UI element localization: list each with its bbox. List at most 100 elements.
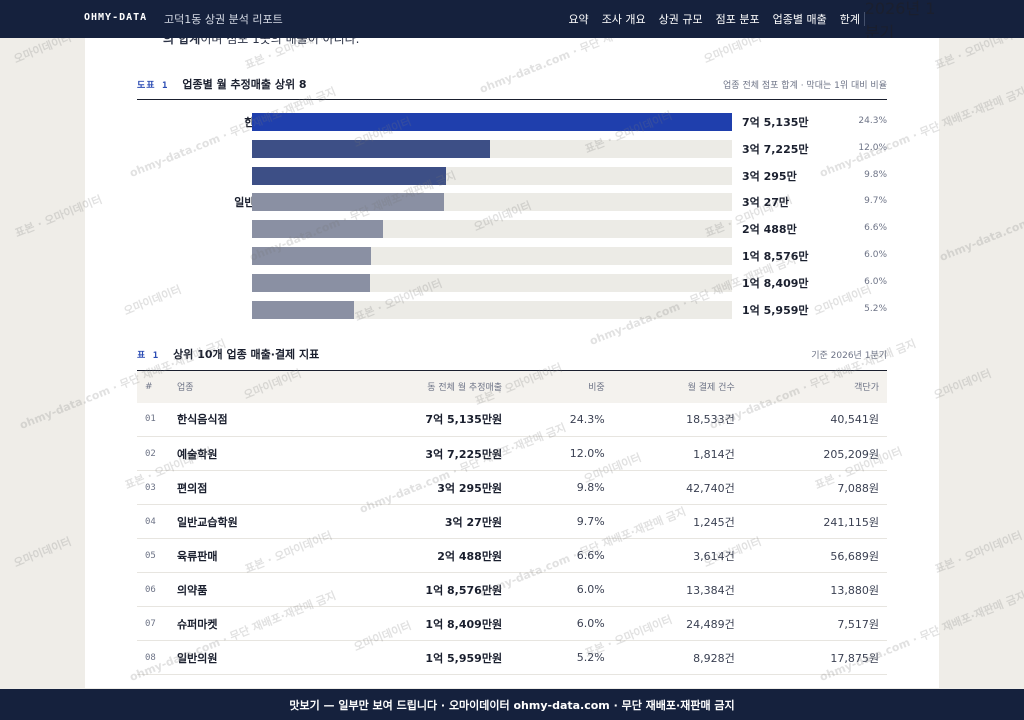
bar [252, 273, 370, 292]
nav-market-size[interactable]: 상권 규모 [658, 13, 703, 26]
watermark-text: ohmy-data.com · 무단 재배포·재판매 금지 [938, 169, 1024, 264]
rank-cell: 05 [145, 550, 156, 561]
share-cell: 24.3% [569, 412, 605, 426]
nav-survey-overview[interactable]: 조사 개요 [601, 13, 646, 26]
col-share: 비중 [510, 370, 613, 403]
col-payments: 월 결제 건수 [612, 370, 743, 403]
bar-share-label: 9.7% [864, 196, 887, 207]
table-header-row: # 업종 동 전체 월 추정매출 비중 월 결제 건수 객단가 [137, 370, 887, 403]
col-monthly-sales: 동 전체 월 추정매출 [323, 370, 511, 403]
bar-value-label: 2억 488만 [742, 223, 797, 237]
bar-share-label: 6.6% [864, 223, 887, 234]
payments-cell: 24,489건 [686, 617, 735, 631]
bar-track [252, 273, 732, 292]
col-rank: # [137, 370, 169, 403]
sales-cell: 3억 27만원 [444, 515, 503, 529]
brand-logo[interactable]: OHMY-DATA [84, 12, 148, 23]
col-avg-ticket: 객단가 [742, 370, 887, 403]
bar [252, 139, 490, 158]
col-industry: 업종 [169, 370, 324, 403]
nav-summary[interactable]: 요약 [568, 13, 589, 26]
table-row: 06 의약품 1억 8,576만원 6.0% 13,384건 13,880원 [137, 573, 887, 607]
avg-ticket-cell: 17,875원 [830, 651, 879, 665]
bar-share-label: 6.0% [864, 250, 887, 260]
industry-cell: 예술학원 [177, 447, 218, 461]
sales-cell: 1억 8,409만원 [425, 617, 503, 631]
table1-title: 상위 10개 업종 매출·결제 지표 [173, 348, 320, 361]
bar-track [252, 139, 732, 158]
table-row: 01 한식음식점 7억 5,135만원 24.3% 18,533건 40,541원 [137, 403, 887, 437]
bar-value-label: 1억 8,409만 [742, 276, 809, 290]
watermark-text: 표본 · 오마이데이터 [933, 529, 1024, 576]
payments-cell: 3,614건 [693, 549, 735, 563]
share-cell: 12.0% [569, 447, 605, 460]
share-cell: 9.8% [576, 481, 605, 494]
sales-cell: 1억 5,959만원 [425, 651, 503, 665]
bar-track [252, 247, 732, 265]
period-clip: 2026년 1분기 [860, 0, 940, 38]
intro-rest: 이며 점포 1곳의 매출이 아니다. [200, 38, 360, 46]
nav-store-distribution[interactable]: 점포 분포 [715, 13, 760, 26]
table-row: 08 일반의원 1억 5,959만원 5.2% 8,928건 17,875원 [137, 641, 887, 675]
nav-divider [864, 12, 865, 26]
report-title: 고덕1동 상권 분석 리포트 [164, 13, 283, 26]
avg-ticket-cell: 7,088원 [837, 481, 879, 495]
share-cell: 9.7% [576, 515, 605, 528]
nav-sales-by-industry[interactable]: 업종별 매출 [772, 13, 827, 26]
table-row: 05 육류판매 2억 488만원 6.6% 3,614건 56,689원 [137, 539, 887, 573]
figure1-note: 업종 전체 점포 합계 · 막대는 1위 대비 비율 [723, 81, 887, 91]
payments-cell: 1,814건 [693, 447, 735, 461]
industry-cell: 일반의원 [177, 651, 218, 665]
rank-cell: 03 [145, 482, 156, 493]
rank-cell: 01 [145, 414, 156, 425]
bar-share-label: 5.2% [864, 303, 887, 314]
bar-value-label: 1억 5,959만 [742, 303, 809, 317]
industry-cell: 일반교습학원 [177, 515, 238, 529]
rank-cell: 06 [145, 584, 156, 595]
industry-cell: 슈퍼마켓 [177, 617, 218, 631]
payments-cell: 8,928건 [693, 651, 735, 665]
rank-cell: 04 [145, 516, 156, 527]
top-navbar: OHMY-DATA 고덕1동 상권 분석 리포트 요약 조사 개요 상권 규모 … [0, 0, 1024, 38]
sales-cell: 2억 488만원 [437, 549, 503, 563]
main-nav: 요약 조사 개요 상권 규모 점포 분포 업종별 매출 한계 [555, 0, 860, 38]
table1-header: 표 1 상위 10개 업종 매출·결제 지표 기준 2026년 1분기 [137, 346, 887, 362]
bar-track [252, 166, 732, 185]
industry-cell: 의약품 [177, 583, 208, 597]
rank-cell: 08 [145, 652, 156, 663]
avg-ticket-cell: 241,115원 [823, 515, 879, 529]
bar-value-label: 3억 7,225만 [742, 142, 809, 156]
period-label: 2026년 1분기 [864, 0, 936, 38]
bar-value-label: 3억 295만 [742, 169, 797, 183]
sample-footer-banner: 맛보기 — 일부만 보여 드립니다 · 오마이데이터 ohmy-data.com… [0, 689, 1024, 720]
bar-share-label: 6.0% [864, 276, 887, 287]
intro-paragraph-tail: 의 합계이며 점포 1곳의 매출이 아니다. [163, 38, 360, 47]
bar-value-label: 1억 8,576만 [742, 250, 809, 263]
industry-cell: 육류판매 [177, 549, 218, 563]
bar-share-label: 24.3% [858, 116, 887, 126]
table-row: 07 슈퍼마켓 1억 8,409만원 6.0% 24,489건 7,517원 [137, 607, 887, 641]
share-cell: 6.0% [576, 617, 605, 630]
avg-ticket-cell: 7,517원 [837, 617, 879, 631]
bar [252, 300, 354, 319]
bar-value-label: 3억 27만 [742, 196, 790, 210]
bar [252, 113, 732, 131]
table-row: 02 예술학원 3억 7,225만원 12.0% 1,814건 205,209원 [137, 437, 887, 471]
report-card: 의 합계이며 점포 1곳의 매출이 아니다. 도표 1 업종별 월 추정매출 상… [85, 38, 939, 688]
bar-share-label: 9.8% [864, 169, 887, 180]
bar-track [252, 113, 732, 131]
sales-cell: 1억 8,576만원 [425, 583, 503, 597]
watermark-text: 오마이데이터 [12, 535, 74, 570]
nav-limitations[interactable]: 한계 [839, 13, 860, 26]
table1-code: 표 1 [137, 351, 160, 361]
bar [252, 193, 444, 212]
rank-cell: 02 [145, 448, 156, 459]
sales-cell: 7억 5,135만원 [425, 413, 503, 427]
watermark-text: 오마이데이터 [932, 367, 994, 402]
figure1-rule [137, 99, 887, 100]
